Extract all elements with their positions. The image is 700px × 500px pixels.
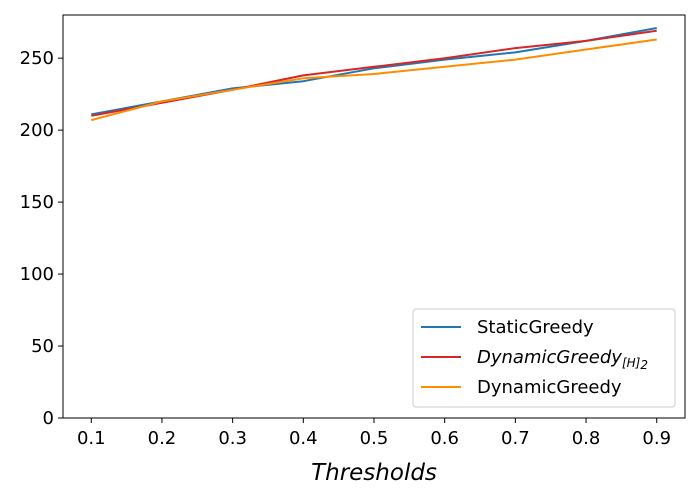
x-axis-label: Thresholds [311,460,437,486]
x-tick-label: 0.9 [642,428,671,449]
x-tick-label: 0.3 [218,428,247,449]
legend-label: DynamicGreedy [477,377,622,398]
y-axis: 0 50 100 150 200 250 [20,48,63,429]
y-tick-label: 50 [31,336,54,357]
series-layer [91,27,657,122]
y-tick-label: 0 [43,408,54,429]
x-tick-label: 0.4 [289,428,318,449]
legend-box [412,308,676,408]
x-axis: 0.1 0.2 0.3 0.4 0.5 0.6 0.7 0.8 0.9 [77,418,671,449]
y-tick-label: 100 [20,264,54,285]
legend: StaticGreedy DynamicGreedy[H]2 DynamicGree… [412,308,676,408]
y-tick-label: 200 [20,120,54,141]
series-line-3 [91,38,657,122]
x-tick-label: 0.8 [572,428,601,449]
y-tick-label: 250 [20,48,54,69]
y-tick-label: 150 [20,192,54,213]
legend-label: DynamicGreedy[H]2 [477,347,648,372]
x-tick-label: 0.1 [77,428,106,449]
x-tick-label: 0.2 [148,428,177,449]
legend-label: StaticGreedy [477,317,594,338]
x-tick-label: 0.5 [360,428,389,449]
x-tick-label: 0.6 [430,428,459,449]
x-tick-label: 0.7 [501,428,530,449]
